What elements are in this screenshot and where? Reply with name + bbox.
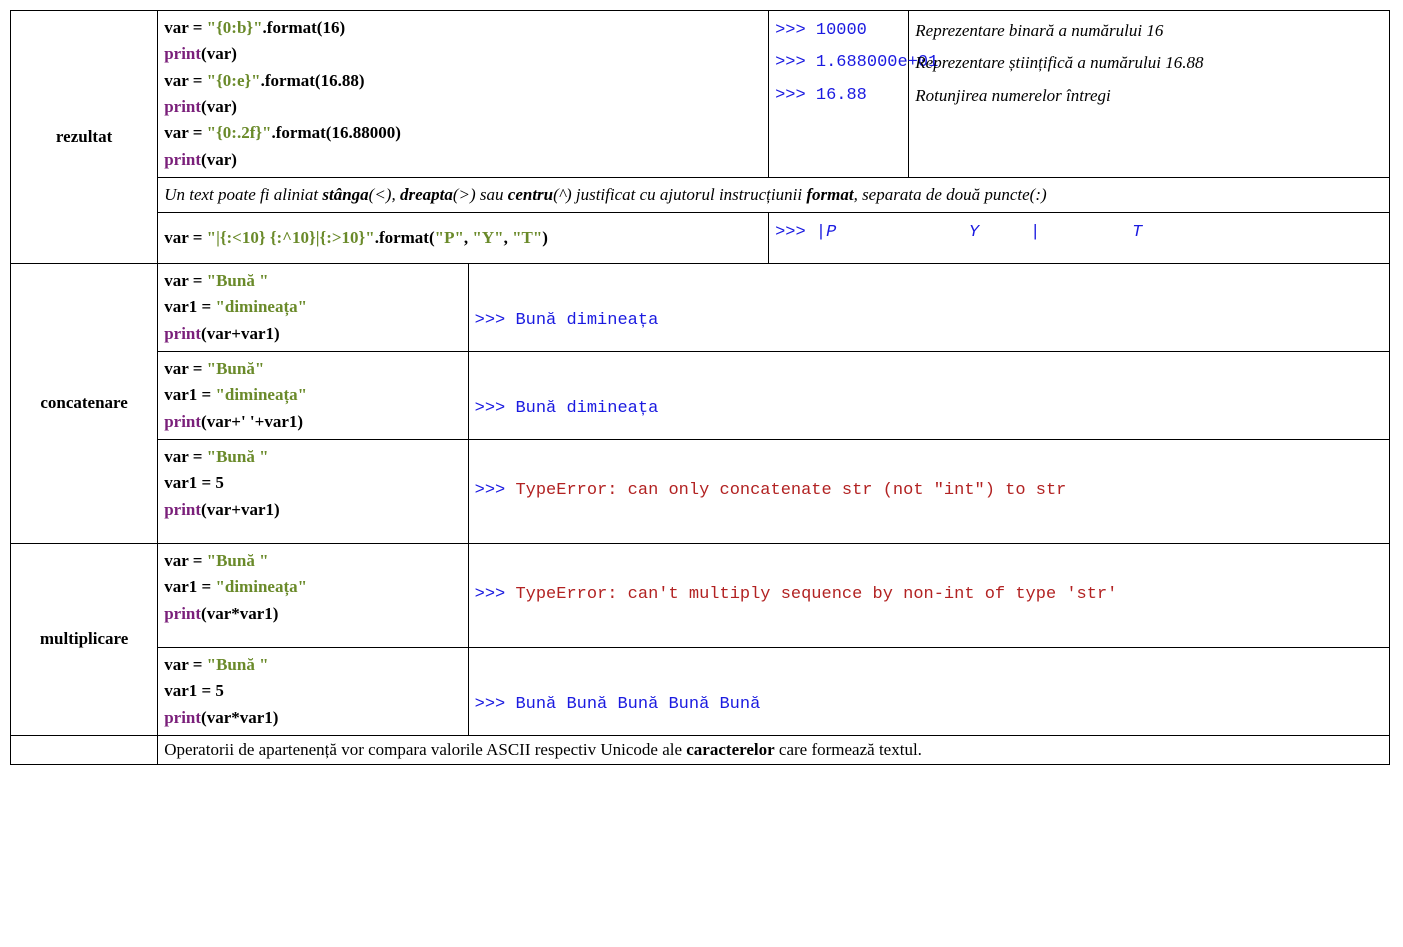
label-empty [11, 736, 158, 765]
rezultat-note: Un text poate fi aliniat stânga(<), drea… [158, 178, 1390, 213]
footer-note: Operatorii de apartenență vor compara va… [158, 736, 1390, 765]
rezultat-align-code: var = "|{:<10} {:^10}|{:>10}".format("P"… [158, 212, 769, 263]
mult-code-2: var = "Bună " var1 = 5 print(var*var1) [158, 647, 468, 735]
concat-output-2: >>> Bună dimineața [468, 351, 1389, 439]
label-rezultat: rezultat [11, 11, 158, 264]
reference-table: rezultat var = "{0:b}".format(16) print(… [10, 10, 1390, 765]
concat-code-3: var = "Bună " var1 = 5 print(var+var1) [158, 439, 468, 543]
rezultat-align-output: >>> |P Y | T [769, 212, 1390, 263]
concat-code-1: var = "Bună " var1 = "dimineața" print(v… [158, 263, 468, 351]
concat-code-2: var = "Bună" var1 = "dimineața" print(va… [158, 351, 468, 439]
mult-output-2: >>> Bună Bună Bună Bună Bună [468, 647, 1389, 735]
mult-code-1: var = "Bună " var1 = "dimineața" print(v… [158, 543, 468, 647]
rezultat-code: var = "{0:b}".format(16) print(var) var … [158, 11, 769, 178]
concat-output-1: >>> Bună dimineața [468, 263, 1389, 351]
label-multiplicare: multiplicare [11, 543, 158, 735]
mult-output-1: >>> TypeError: can't multiply sequence b… [468, 543, 1389, 647]
label-concatenare: concatenare [11, 263, 158, 543]
concat-output-3: >>> TypeError: can only concatenate str … [468, 439, 1389, 543]
rezultat-output: >>> 10000 >>> 1.688000e+01 >>> 16.88 [769, 11, 909, 178]
rezultat-desc: Reprezentare binară a numărului 16 Repre… [909, 11, 1390, 178]
